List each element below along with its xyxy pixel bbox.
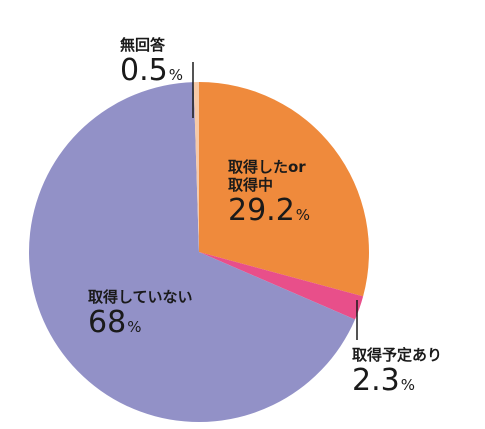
- slice-unit-planned: %: [400, 376, 415, 394]
- slice-value-planned: 2.3: [352, 363, 400, 398]
- label-not-acquired: 取得していない 68%: [88, 290, 193, 338]
- slice-not-acquired: [29, 82, 356, 422]
- slice-value-acquired: 29.2: [228, 193, 295, 228]
- slice-value-not-acquired: 68: [88, 305, 127, 340]
- slice-name-no-answer: 無回答: [120, 36, 166, 54]
- slice-name-acquired-line2: 取得中: [228, 176, 274, 194]
- label-no-answer: 無回答 0.5%: [120, 38, 183, 86]
- slice-unit-no-answer: %: [168, 66, 183, 84]
- slice-unit-not-acquired: %: [127, 318, 142, 336]
- slice-value-no-answer: 0.5: [120, 53, 168, 88]
- slice-planned: [199, 252, 364, 320]
- slice-name-planned: 取得予定あり: [352, 346, 443, 364]
- slice-unit-acquired: %: [295, 206, 311, 224]
- slice-acquired: [199, 82, 369, 297]
- slice-no-answer: [193, 81, 199, 252]
- pie-slices: [29, 81, 369, 422]
- slice-name-acquired-line1: 取得したor: [228, 158, 306, 176]
- label-acquired: 取得したor 取得中 29.2%: [228, 160, 310, 226]
- slice-name-not-acquired: 取得していない: [88, 288, 193, 306]
- label-planned: 取得予定あり 2.3%: [352, 348, 442, 396]
